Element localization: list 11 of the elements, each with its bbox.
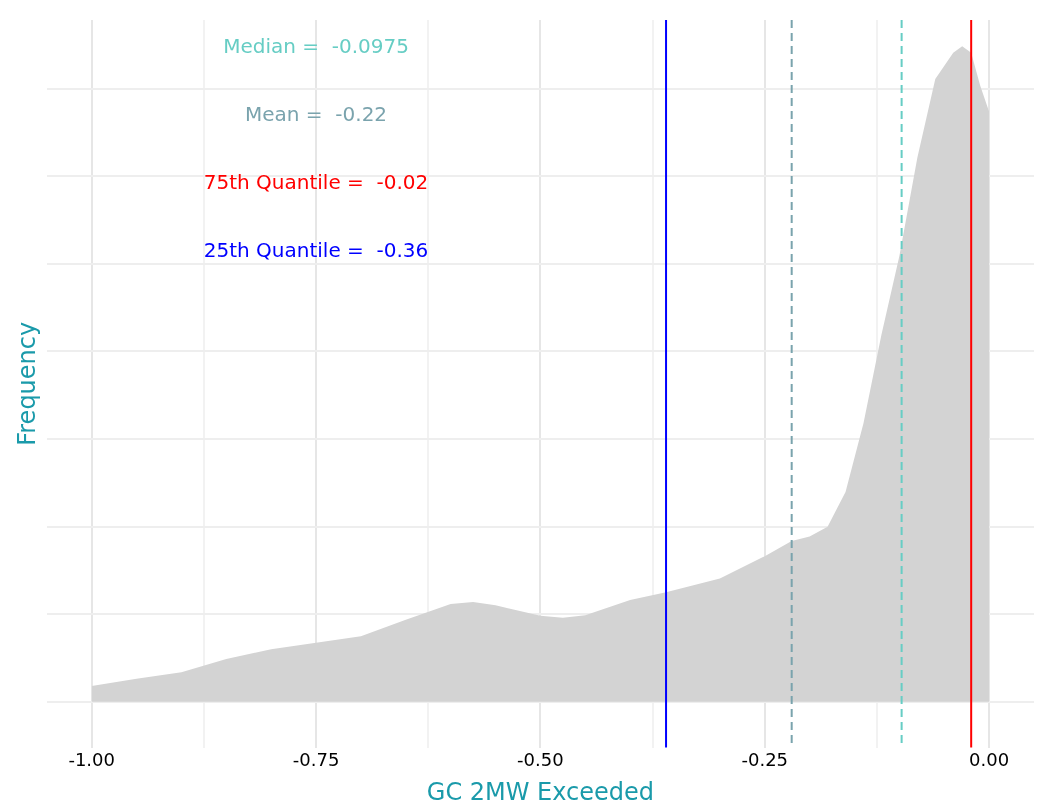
- x-tick-label: -0.25: [741, 749, 789, 771]
- y-axis-title: Frequency: [12, 321, 41, 446]
- ref-line-label: 25th Quantile = -0.36: [203, 238, 429, 263]
- x-tick-label: -0.50: [517, 749, 564, 771]
- x-axis-title: GC 2MW Exceeded: [426, 777, 655, 806]
- ref-line-label: 75th Quantile = -0.02: [203, 170, 429, 195]
- ref-line-label: Median = -0.0975: [223, 34, 409, 59]
- ref-line-label: Mean = -0.22: [245, 102, 388, 127]
- x-tick-label: -0.75: [292, 749, 340, 771]
- x-tick-label: 0.00: [969, 749, 1010, 771]
- x-tick-label: -1.00: [68, 749, 115, 771]
